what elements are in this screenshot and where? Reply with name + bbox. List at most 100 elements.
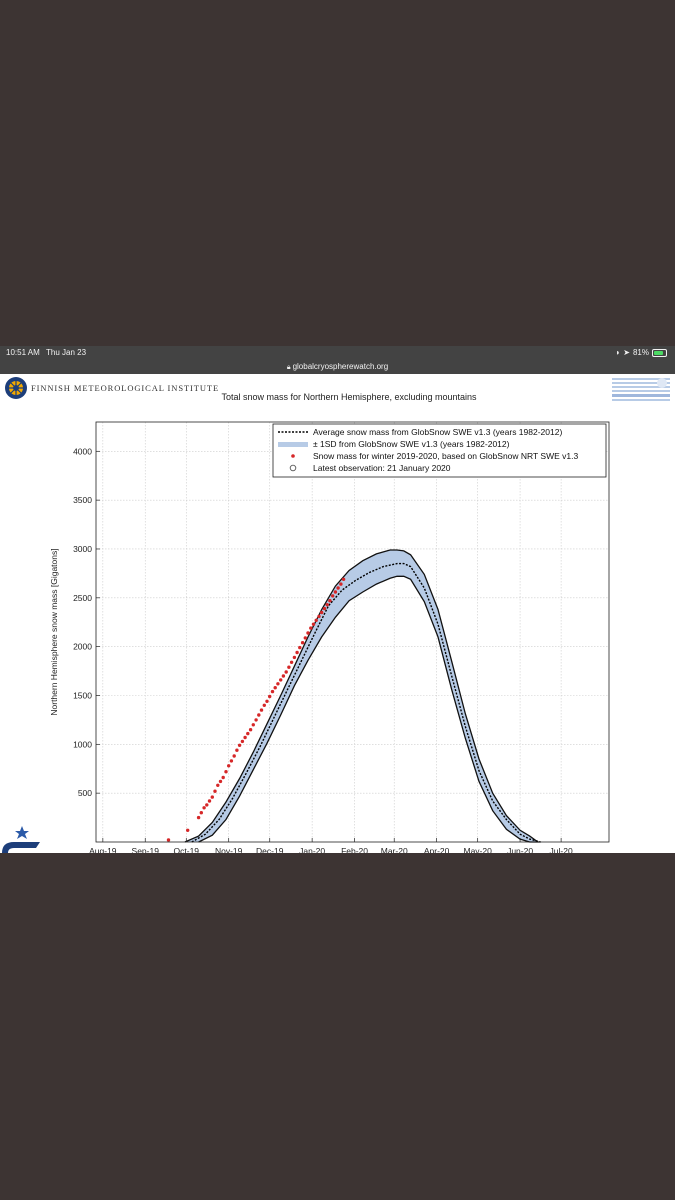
y-tick-label: 1000 [73, 739, 92, 749]
location-icon: ➤ [623, 348, 630, 357]
observed-point [273, 686, 277, 690]
observed-point [276, 682, 280, 686]
x-tick-label: Apr-20 [424, 846, 450, 853]
observed-point [202, 806, 206, 810]
observed-point [166, 838, 171, 842]
battery-icon [652, 348, 667, 357]
plot-frame [95, 421, 610, 843]
tablet-screen: 10:51 AM Thu Jan 23 ◗ ➤ 81% 🔒︎ globalcryo… [0, 346, 675, 853]
y-tick-label: 3500 [73, 495, 92, 505]
observed-point [333, 590, 338, 594]
y-ticks-layer: 500 1000 1500 2000 2500 3000 3500 4000 [73, 446, 100, 798]
x-tick-label: Mar-20 [381, 846, 408, 853]
x-tick-label: Dec-19 [256, 846, 284, 853]
snow-mass-chart: Total snow mass for Northern Hemisphere,… [49, 392, 610, 853]
observed-point [314, 618, 318, 622]
observed-point [254, 718, 258, 722]
sd-band-layer [184, 549, 541, 843]
y-tick-label: 3000 [73, 544, 92, 554]
lock-icon: 🔒︎ [286, 364, 291, 371]
status-time: 10:51 AM [6, 348, 40, 357]
sd-band-upper-edge [184, 549, 539, 843]
observed-point [281, 674, 286, 678]
observed-point [243, 735, 247, 740]
observed-point [331, 594, 335, 598]
observed-point [320, 610, 324, 615]
fmi-logo-icon [5, 377, 27, 399]
legend-latest-swatch [289, 464, 297, 472]
average-line [191, 562, 541, 843]
observed-point [186, 828, 190, 832]
observed-point [227, 764, 231, 768]
observed-point [298, 645, 302, 650]
observed-point [289, 660, 294, 664]
observed-point [196, 815, 201, 820]
observed-point [341, 577, 346, 581]
x-tick-label: Aug-19 [89, 846, 117, 853]
observed-point [300, 641, 305, 645]
y-tick-label: 2500 [73, 593, 92, 603]
x-tick-label: Jan-20 [299, 846, 325, 853]
y-tick-label: 500 [78, 788, 92, 798]
observed-point [232, 754, 236, 758]
observed-point [224, 770, 228, 774]
observed-point [205, 803, 209, 807]
legend-average-text: Average snow mass from GlobSnow SWE v1.3… [313, 427, 562, 437]
observed-point [199, 811, 203, 815]
observed-point [303, 636, 307, 640]
legend-latest-text: Latest observation: 21 January 2020 [313, 463, 451, 473]
observed-point [237, 743, 242, 747]
sd-band-lower-edge [198, 575, 541, 843]
observed-point [229, 759, 234, 763]
legend-band-text: ± 1SD from GlobSnow SWE v1.3 (years 1982… [313, 439, 510, 449]
x-tick-label: Jun-20 [507, 846, 533, 853]
observed-point [218, 779, 223, 784]
legend-observed-swatch [291, 454, 295, 458]
average-line-layer [191, 562, 541, 843]
observed-point [311, 622, 316, 626]
x-tick-label: Jul-20 [550, 846, 573, 853]
observed-point [251, 723, 255, 727]
status-right: ◗ ➤ 81% [615, 348, 667, 357]
y-axis-label: Northern Hemisphere snow mass [Gigatons] [49, 548, 59, 715]
observed-point [317, 614, 321, 619]
wifi-icon: ◗ [615, 348, 621, 357]
observed-point [257, 713, 261, 717]
observed-point [210, 795, 214, 799]
observed-point [240, 739, 245, 744]
legend-box [272, 423, 607, 478]
battery-fill [654, 350, 663, 355]
observed-point [339, 582, 343, 586]
observed-point [216, 783, 220, 787]
observed-point [279, 678, 283, 682]
x-tick-label: May-20 [464, 846, 493, 853]
x-tick-label: Oct-19 [174, 846, 200, 853]
grid-layer [96, 422, 609, 842]
observed-point [309, 626, 313, 630]
observed-point [213, 789, 217, 793]
observed-point [265, 699, 269, 703]
globsnow-logo-icon [612, 378, 670, 401]
url-field[interactable]: 🔒︎ globalcryospherewatch.org [287, 362, 388, 371]
sd-band [184, 550, 541, 842]
legend-band-swatch [278, 442, 308, 447]
observed-point [262, 703, 266, 707]
status-bar: 10:51 AM Thu Jan 23 ◗ ➤ 81% [0, 346, 675, 360]
x-tick-label: Sep-19 [132, 846, 160, 853]
chart-title: Total snow mass for Northern Hemisphere,… [221, 392, 477, 402]
y-tick-label: 2000 [73, 642, 92, 652]
org-name: FINNISH METEOROLOGICAL INSTITUTE [31, 383, 220, 393]
observed-point [246, 731, 250, 736]
observed-point [207, 799, 212, 803]
observed-point [268, 694, 272, 699]
x-tick-label: Feb-20 [341, 846, 368, 853]
legend-observed-text: Snow mass for winter 2019-2020, based on… [313, 451, 578, 461]
legend: Average snow mass from GlobSnow SWE v1.3… [272, 423, 607, 478]
observed-point [270, 689, 275, 694]
observed-point [221, 775, 225, 780]
x-tick-label: Nov-19 [215, 846, 243, 853]
address-bar[interactable]: 🔒︎ globalcryospherewatch.org [0, 360, 675, 374]
observed-point [328, 599, 332, 603]
observed-point [248, 728, 253, 732]
observed-points-layer [166, 577, 346, 842]
